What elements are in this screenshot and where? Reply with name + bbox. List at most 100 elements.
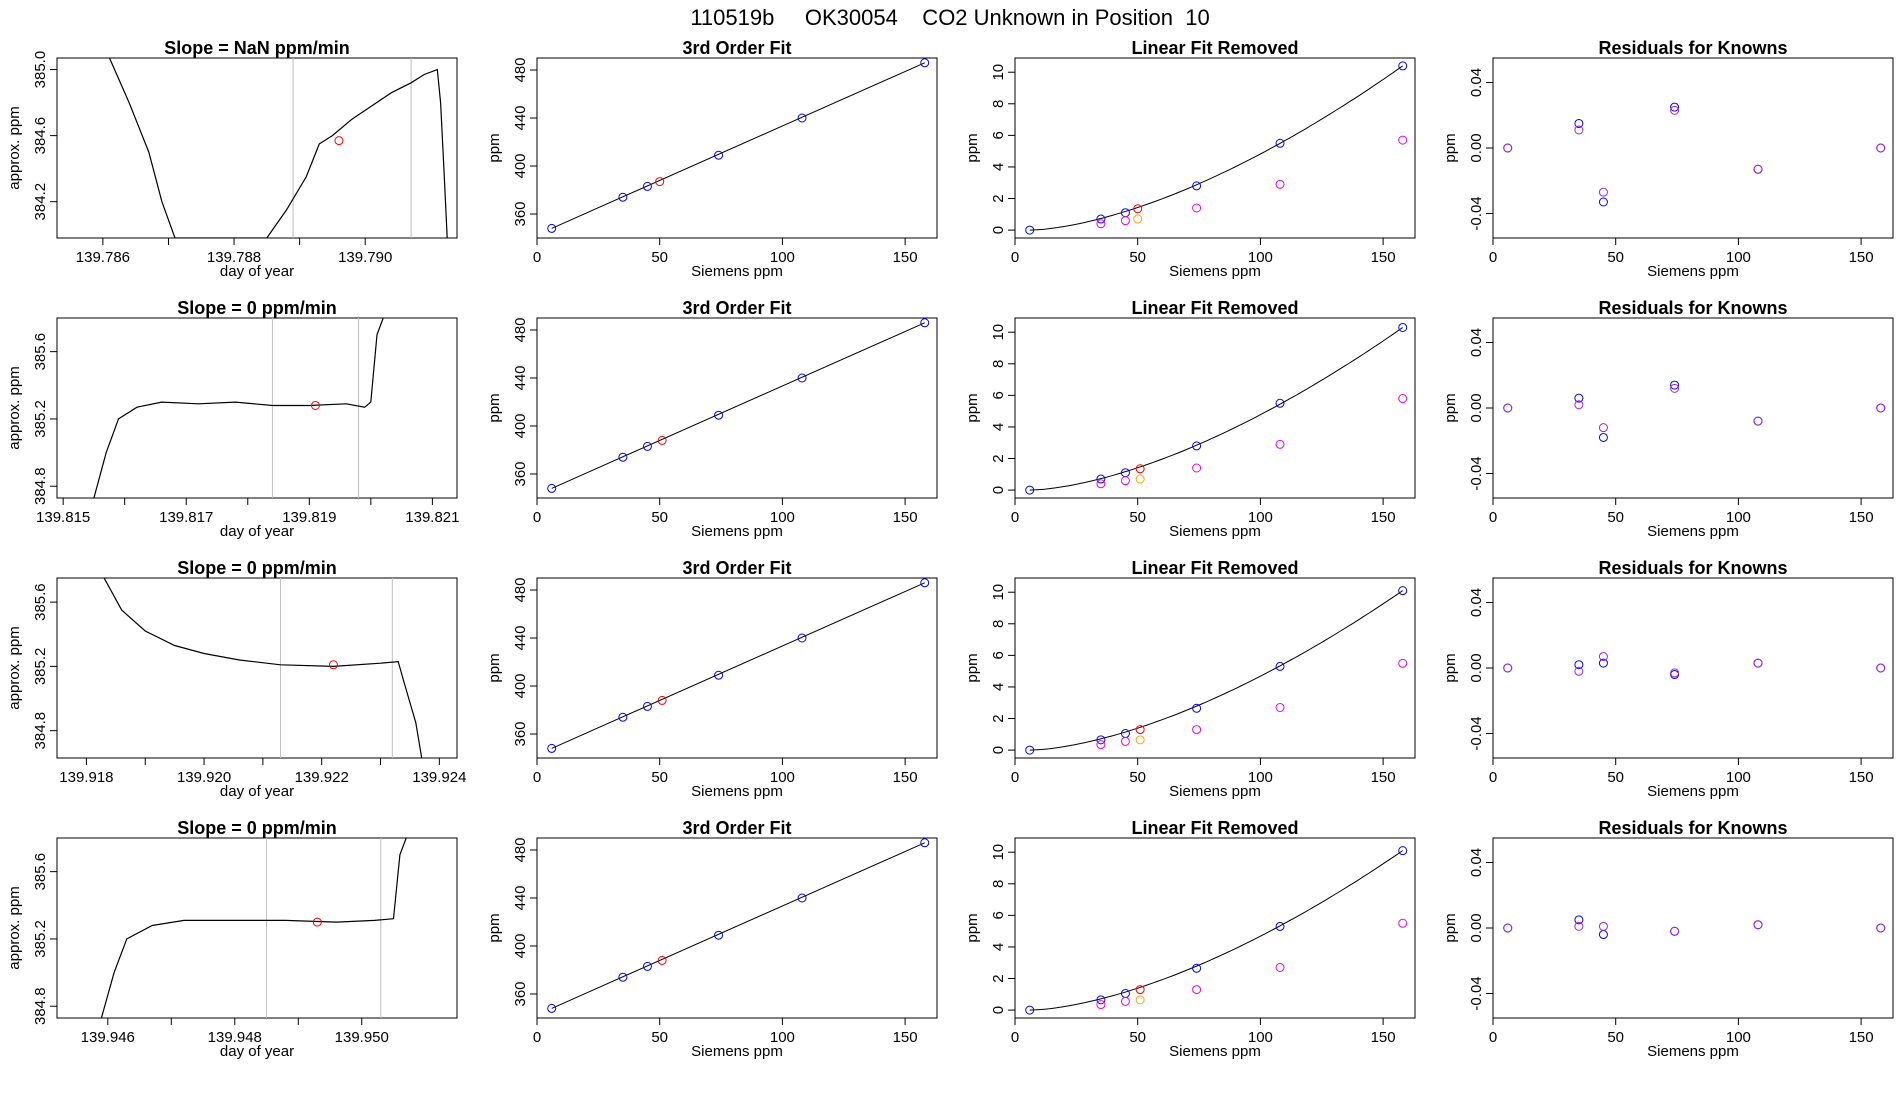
data-point-purple [1598,187,1608,197]
x-tick-label: 150 [1849,249,1874,266]
x-tick-label: 50 [651,1029,668,1046]
x-tick-label: 50 [1129,509,1146,526]
data-point-magenta [1096,479,1106,489]
mean-point-marker [312,917,322,927]
plot-frame [56,317,458,499]
x-axis-label: Siemens ppm [691,263,783,280]
y-tick-label: 4 [990,423,1007,431]
panel-title: Linear Fit Removed [1131,558,1298,578]
data-point-blue [1120,729,1130,739]
data-point-purple [1670,383,1680,393]
data-point-blue [920,578,930,588]
plot-frame [1014,577,1416,759]
x-tick-label: 0 [1489,509,1497,526]
x-tick-label: 50 [1607,509,1624,526]
y-axis-label: ppm [486,133,503,162]
data-point-blue [714,410,724,420]
data-point-blue [1574,393,1584,403]
y-tick-label: 10 [990,324,1007,341]
y-axis-label: ppm [1442,133,1459,162]
x-tick-label: 50 [1607,249,1624,266]
data-point-purple [1753,920,1763,930]
x-tick-label: 139.821 [405,509,459,526]
y-tick-label: 440 [512,625,529,650]
x-tick-label: 100 [1248,769,1273,786]
chart-panel: Slope = NaN ppm/min 139.786 139.788 139.790… [6,38,458,280]
chart-panel: Linear Fit Removed 0 50 100 150 0 2 4 6 8 10 Siemen… [964,298,1416,540]
panel-title: Slope = NaN ppm/min [164,38,350,58]
x-axis-label: Siemens ppm [1647,523,1739,540]
y-tick-label: 2 [990,974,1007,982]
data-point-purple [1503,923,1513,933]
data-point-purple [1574,400,1584,410]
x-tick-label: 150 [893,509,918,526]
data-point-orange [1135,474,1145,484]
plot-frame [1492,837,1894,1019]
data-point-magenta [1398,135,1408,145]
chart-panel: 3rd Order Fit 0 50 100 150 360 400 440 480 Siemen… [486,558,938,800]
data-point-blue [920,58,930,68]
y-tick-label: 0.00 [1468,913,1485,942]
data-point-magenta [1275,962,1285,972]
mean-point-marker [334,136,344,146]
chart-panel: Linear Fit Removed 0 50 100 150 0 2 4 6 8 10 Siemen… [964,558,1416,800]
panel-title: 3rd Order Fit [682,818,791,838]
data-point-magenta [1120,996,1130,1006]
panel-title: 3rd Order Fit [682,298,791,318]
x-tick-label: 150 [1849,1029,1874,1046]
y-tick-label: 384.8 [32,467,49,505]
y-tick-label: 6 [990,911,1007,919]
data-point-blue [1025,485,1035,495]
x-tick-label: 100 [1726,1029,1751,1046]
y-tick-label: 400 [512,673,529,698]
y-tick-label: 8 [990,360,1007,368]
y-tick-label: 385.2 [32,920,49,958]
x-axis-label: Siemens ppm [1169,523,1261,540]
y-tick-label: 400 [512,413,529,438]
x-tick-label: 139.948 [208,1029,262,1046]
y-tick-label: 0 [990,226,1007,234]
x-tick-label: 139.817 [159,509,213,526]
data-point-blue [1275,398,1285,408]
data-point-purple [1876,143,1886,153]
data-point-blue [1096,735,1106,745]
plot-area [1025,61,1408,235]
plot-area [1025,846,1408,1015]
y-tick-label: 2 [990,194,1007,202]
y-tick-label: 2 [990,454,1007,462]
x-tick-label: 100 [770,1029,795,1046]
trace-series-line [100,838,407,1018]
data-point-purple [1503,403,1513,413]
data-point-blue [1096,474,1106,484]
data-point-magenta [1120,736,1130,746]
panel-title: Slope = 0 ppm/min [177,558,337,578]
fit-curve [1029,327,1403,491]
x-tick-label: 139.950 [335,1029,389,1046]
x-tick-label: 100 [770,509,795,526]
fit-line [551,842,925,1009]
data-point-blue [1275,921,1285,931]
data-point-orange [1133,214,1143,224]
chart-panel: 3rd Order Fit 0 50 100 150 360 400 440 480 Siemen… [486,38,938,280]
fit-curve [1029,65,1403,231]
x-tick-label: 50 [1129,249,1146,266]
x-tick-label: 150 [893,769,918,786]
data-point-purple [1670,105,1680,115]
y-tick-label: 0.04 [1468,68,1485,97]
y-tick-label: 385.6 [32,853,49,891]
trace-series-line [108,58,448,238]
x-tick-label: 139.924 [412,769,466,786]
data-point-blue [1670,102,1680,112]
y-tick-label: 0 [990,1006,1007,1014]
x-tick-label: 50 [651,769,668,786]
plot-frame [1492,577,1894,759]
x-axis-label: Siemens ppm [691,523,783,540]
plot-area [547,838,930,1013]
y-tick-label: 2 [990,714,1007,722]
data-point-red [1135,725,1145,735]
plot-area [547,318,930,493]
data-point-blue [1398,61,1408,71]
panel-title: Residuals for Knowns [1598,558,1787,578]
y-axis-label: approx. ppm [6,886,23,969]
